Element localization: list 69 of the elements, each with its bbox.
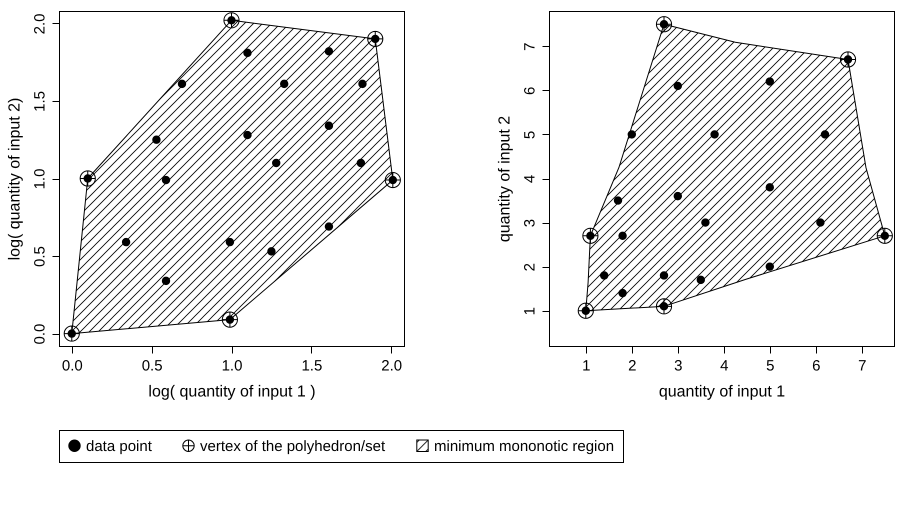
legend-label: vertex of the polyhedron/set (200, 438, 386, 455)
point (766, 77, 774, 86)
point (618, 232, 627, 240)
point (324, 47, 334, 56)
point (766, 262, 774, 271)
point (243, 48, 252, 58)
y-tick-label: 5 (522, 130, 538, 140)
point (674, 82, 682, 90)
point (766, 183, 774, 192)
x-tick-label: 0.0 (62, 358, 83, 374)
point (280, 80, 288, 88)
point (324, 222, 334, 231)
x-tick-label: 1.0 (222, 358, 242, 374)
point (660, 271, 668, 280)
y-axis-title: quantity of input 2 (496, 116, 514, 242)
legend-label: minimum mononotic region (434, 438, 614, 455)
y-tick-label: 3 (522, 218, 538, 228)
x-tick-label: 2.0 (381, 358, 402, 374)
point (816, 218, 825, 227)
y-tick-label: 6 (522, 86, 538, 96)
point (701, 218, 710, 227)
point (876, 228, 893, 244)
x-tick-label: 5 (766, 358, 774, 374)
x-tick-label: 1.5 (301, 358, 322, 374)
x-tick-label: 3 (674, 358, 682, 374)
y-tick-label: 1.0 (32, 168, 48, 190)
point (358, 80, 367, 88)
point (618, 288, 627, 298)
point (267, 247, 276, 256)
x-axis-title: quantity of input 1 (658, 384, 786, 400)
point (710, 130, 719, 139)
point (820, 130, 830, 139)
point (614, 196, 622, 205)
y-axis-title: log( quantity of input 2) (6, 98, 24, 260)
point (324, 122, 334, 130)
x-tick-label: 2 (628, 358, 636, 374)
point (578, 302, 594, 319)
y-tick-label: 0.0 (32, 324, 48, 345)
y-tick-label: 1 (522, 307, 538, 316)
point (243, 130, 252, 140)
y-tick-label: 4 (522, 174, 538, 184)
point (226, 238, 234, 246)
point (600, 271, 608, 280)
y-tick-label: 2.0 (32, 13, 48, 34)
point (122, 238, 130, 246)
y-tick-label: 0.5 (32, 246, 48, 267)
point (582, 228, 598, 244)
point (356, 158, 366, 168)
x-tick-label: 4 (720, 358, 728, 374)
point (162, 276, 170, 286)
point (178, 80, 186, 88)
point (152, 136, 161, 144)
x-tick-label: 0.5 (142, 358, 163, 374)
point (656, 298, 672, 314)
x-tick-label: 7 (858, 358, 866, 374)
point (628, 130, 636, 139)
x-tick-label: 6 (812, 358, 820, 374)
x-tick-label: 1 (582, 358, 590, 374)
legend-label: data point (86, 438, 153, 455)
y-tick-label: 2 (522, 262, 538, 272)
point (696, 276, 706, 284)
point (674, 192, 682, 200)
point (840, 51, 856, 68)
x-axis-title: log( quantity of input 1 ) (148, 384, 316, 400)
point (162, 176, 170, 184)
y-tick-label: 7 (522, 42, 538, 51)
point (656, 16, 672, 32)
y-tick-label: 1.5 (32, 91, 48, 112)
point (272, 158, 280, 168)
